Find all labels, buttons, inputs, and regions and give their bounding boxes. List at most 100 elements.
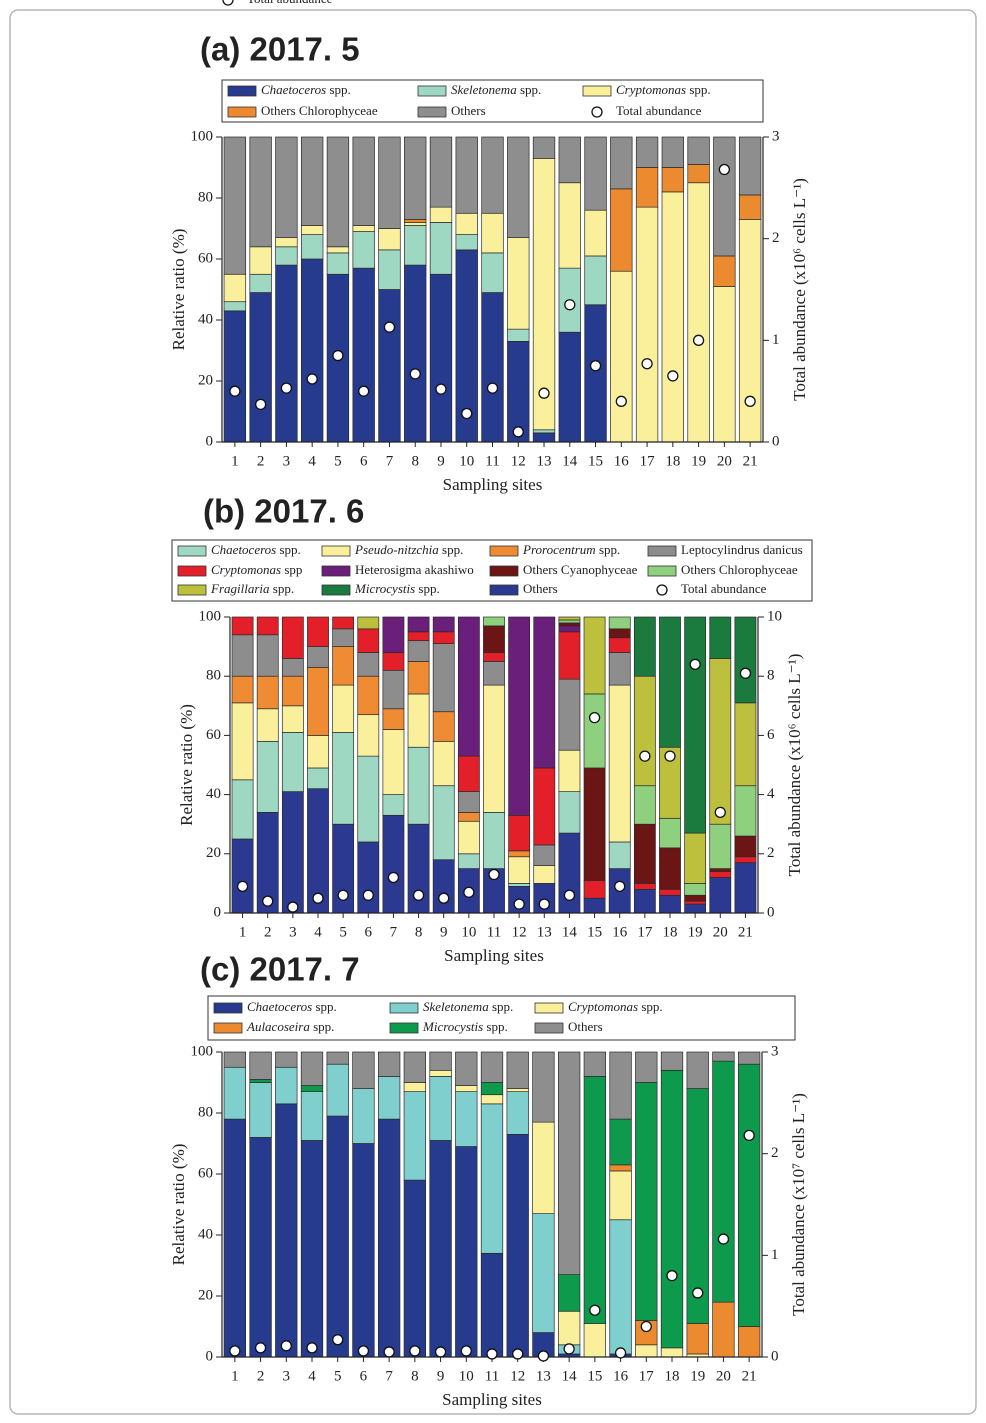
legend-label: Leptocylindrus danicus xyxy=(681,542,803,557)
x-tick-label: 20 xyxy=(717,453,732,469)
bar-segment xyxy=(480,1094,504,1105)
abundance-point xyxy=(460,1345,472,1357)
bar-segment xyxy=(429,222,453,275)
bar-segment xyxy=(713,136,736,257)
abundance-point xyxy=(280,1340,292,1352)
bar-segment xyxy=(709,658,732,825)
legend-swatch xyxy=(582,85,612,97)
bar-segment xyxy=(407,631,430,642)
x-tick-label: 4 xyxy=(308,1368,316,1384)
bar-segment xyxy=(249,273,272,293)
y-tick-label: 40 xyxy=(206,786,221,802)
bar-segment xyxy=(281,705,304,733)
y-tick-label: 60 xyxy=(198,1165,213,1181)
bar-segment xyxy=(403,1051,427,1083)
x-tick-label: 12 xyxy=(510,1368,525,1384)
legend-label: Total abundance xyxy=(616,103,702,118)
bar-segment xyxy=(660,1051,684,1071)
bar-segment xyxy=(610,270,633,443)
legend-swatch xyxy=(321,565,351,577)
bar-segment xyxy=(352,225,375,232)
bar-segment xyxy=(307,735,329,769)
legend-label: Cryptomonas spp xyxy=(211,562,302,577)
bar-segment xyxy=(457,616,480,757)
bar-segment xyxy=(508,850,531,858)
y-axis-title: Relative ratio (%) xyxy=(169,229,188,351)
bar-segment xyxy=(332,628,355,647)
bar-segment xyxy=(684,883,707,896)
bar-segment xyxy=(403,1179,427,1358)
bar-segment xyxy=(332,646,355,686)
bar-segment xyxy=(713,255,736,287)
bar-segment xyxy=(404,225,427,266)
bar-segment xyxy=(256,634,279,677)
bar-segment xyxy=(457,820,480,855)
bar-segment xyxy=(249,246,272,275)
bar-segment xyxy=(508,883,531,887)
legend-label: Others Chlorophyceae xyxy=(681,562,798,577)
bar-segment xyxy=(661,191,685,443)
bar-segment xyxy=(307,646,329,668)
bar-segment xyxy=(223,136,247,275)
abundance-point xyxy=(589,1304,601,1316)
x-tick-label: 2 xyxy=(257,1368,265,1384)
y-axis-title: Relative ratio (%) xyxy=(177,704,196,826)
abundance-point xyxy=(743,1129,755,1142)
bar-segment xyxy=(533,844,556,866)
abundance-point xyxy=(488,868,500,881)
y-tick-label: 20 xyxy=(198,1287,213,1303)
bar-segment xyxy=(659,616,681,748)
abundance-point xyxy=(387,871,400,884)
bar-segment xyxy=(558,619,581,624)
bar-segment xyxy=(635,167,659,208)
legend-label: Microcystis spp. xyxy=(422,1019,508,1034)
legend-label: Others Chlorophyceae xyxy=(261,103,378,118)
bar-segment xyxy=(457,755,480,792)
bar-segment xyxy=(532,1051,555,1123)
bar-segment xyxy=(275,1066,298,1105)
chart-title: (a) 2017. 5 xyxy=(200,31,360,68)
bar-segment xyxy=(558,136,581,184)
bar-segment xyxy=(300,225,324,235)
bar-segment xyxy=(377,1076,401,1120)
legend-swatch xyxy=(227,106,257,118)
x-tick-label: 8 xyxy=(415,924,423,940)
y-tick-label: 60 xyxy=(198,250,213,266)
bar-segment xyxy=(231,634,254,677)
bar-segment xyxy=(684,616,707,834)
bar-segment xyxy=(709,868,732,872)
bar-segment xyxy=(734,835,757,858)
x-tick-label: 5 xyxy=(334,1368,342,1384)
y2-tick-label: 2 xyxy=(771,1145,779,1161)
bar-segment xyxy=(275,1051,298,1068)
bar-segment xyxy=(352,1143,375,1358)
bar-segment xyxy=(326,1051,349,1065)
x-tick-label: 18 xyxy=(663,924,678,940)
y2-tick-label: 1 xyxy=(772,332,780,348)
abundance-point xyxy=(280,382,293,394)
bar-segment xyxy=(608,684,631,843)
abundance-point xyxy=(641,358,653,370)
legend-label: Skeletonema spp. xyxy=(451,82,541,97)
x-tick-label: 11 xyxy=(487,924,501,940)
y-tick-label: 80 xyxy=(206,668,221,684)
bar-segment xyxy=(404,136,427,220)
bar-segment xyxy=(275,136,298,239)
bar-segment xyxy=(429,136,453,208)
abundance-point xyxy=(358,385,370,397)
bar-segment xyxy=(557,1274,581,1312)
bar-segment xyxy=(281,658,304,677)
legend-swatch xyxy=(489,584,519,596)
bar-segment xyxy=(382,729,405,795)
bar-segment xyxy=(382,814,405,914)
bar-segment xyxy=(281,675,304,707)
abundance-point xyxy=(306,373,318,385)
bar-segment xyxy=(378,136,401,229)
bar-segment xyxy=(659,894,681,914)
x-tick-label: 21 xyxy=(743,453,758,469)
bar-segment xyxy=(455,1085,478,1093)
bar-segment xyxy=(480,1051,504,1083)
bar-segment xyxy=(275,1103,298,1358)
bar-segment xyxy=(249,136,272,248)
y-tick-label: 80 xyxy=(198,189,213,205)
